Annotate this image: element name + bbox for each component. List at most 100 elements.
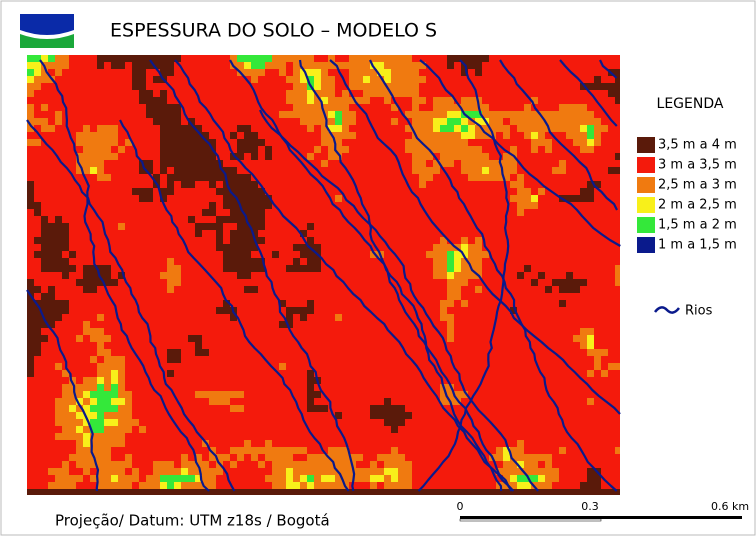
raster-cell: [251, 55, 258, 62]
raster-cell: [223, 398, 230, 405]
raster-cell: [111, 419, 118, 426]
raster-cell: [482, 167, 489, 174]
raster-cell: [69, 398, 76, 405]
raster-cell: [90, 377, 97, 384]
raster-cell: [223, 251, 230, 258]
raster-cell: [97, 328, 104, 335]
raster-cell: [195, 153, 202, 160]
raster-cell: [111, 132, 118, 139]
raster-cell: [307, 454, 314, 461]
raster-cell: [251, 139, 258, 146]
raster-cell: [48, 265, 55, 272]
raster-cell: [258, 237, 265, 244]
raster-cell: [69, 426, 76, 433]
raster-cell: [27, 139, 34, 146]
raster-cell: [188, 153, 195, 160]
raster-cell: [146, 90, 153, 97]
raster-cell: [412, 104, 419, 111]
raster-cell: [118, 146, 125, 153]
raster-cell: [559, 300, 566, 307]
raster-cell: [27, 370, 34, 377]
raster-cell: [209, 482, 216, 489]
raster-cell: [440, 314, 447, 321]
raster-cell: [447, 132, 454, 139]
raster-cell: [615, 167, 620, 174]
raster-cell: [391, 454, 398, 461]
raster-cell: [405, 76, 412, 83]
raster-cell: [342, 97, 349, 104]
raster-cell: [167, 55, 174, 62]
legend-label: 1,5 m a 2 m: [658, 218, 737, 233]
raster-cell: [118, 419, 125, 426]
raster-cell: [118, 433, 125, 440]
raster-cell: [538, 482, 545, 489]
legend-label: 2,5 m a 3 m: [658, 178, 737, 193]
raster-cell: [202, 475, 209, 482]
raster-cell: [27, 314, 34, 321]
raster-cell: [580, 188, 587, 195]
raster-cell: [314, 104, 321, 111]
raster-cell: [531, 454, 538, 461]
raster-cell: [97, 440, 104, 447]
raster-cell: [251, 216, 258, 223]
raster-cell: [419, 160, 426, 167]
raster-cell: [153, 97, 160, 104]
raster-cell: [83, 132, 90, 139]
raster-cell: [188, 132, 195, 139]
raster-cell: [510, 118, 517, 125]
raster-cell: [279, 475, 286, 482]
raster-cell: [90, 167, 97, 174]
legend-swatch: [637, 197, 655, 213]
raster-cell: [370, 76, 377, 83]
raster-cell: [34, 139, 41, 146]
raster-cell: [314, 475, 321, 482]
raster-cell: [377, 454, 384, 461]
raster-cell: [167, 104, 174, 111]
raster-cell: [461, 97, 468, 104]
raster-cell: [587, 195, 594, 202]
raster-cell: [153, 482, 160, 489]
raster-cell: [62, 62, 69, 69]
raster-cell: [447, 118, 454, 125]
raster-cell: [419, 132, 426, 139]
raster-cell: [167, 482, 174, 489]
raster-cell: [615, 153, 620, 160]
raster-cell: [286, 482, 293, 489]
raster-cell: [559, 104, 566, 111]
raster-cell: [349, 69, 356, 76]
raster-cell: [475, 286, 482, 293]
raster-cell: [209, 167, 216, 174]
raster-cell: [41, 216, 48, 223]
raster-cell: [27, 90, 34, 97]
raster-cell: [419, 125, 426, 132]
raster-cell: [48, 237, 55, 244]
raster-cell: [503, 167, 510, 174]
raster-cell: [223, 391, 230, 398]
raster-cell: [216, 188, 223, 195]
raster-cell: [496, 125, 503, 132]
raster-cell: [174, 118, 181, 125]
raster-cell: [412, 146, 419, 153]
raster-cell: [104, 132, 111, 139]
raster-cell: [55, 55, 62, 62]
raster-cell: [286, 314, 293, 321]
raster-cell: [391, 426, 398, 433]
raster-cell: [307, 384, 314, 391]
raster-cell: [531, 132, 538, 139]
raster-cell: [167, 153, 174, 160]
raster-cell: [391, 76, 398, 83]
raster-cell: [587, 482, 594, 489]
raster-cell: [335, 125, 342, 132]
raster-cell: [279, 454, 286, 461]
raster-cell: [244, 286, 251, 293]
raster-cell: [454, 265, 461, 272]
raster-cell: [209, 209, 216, 216]
raster-cell: [55, 69, 62, 76]
raster-cell: [300, 447, 307, 454]
raster-cell: [90, 132, 97, 139]
raster-cell: [307, 104, 314, 111]
raster-cell: [510, 160, 517, 167]
raster-cell: [146, 104, 153, 111]
raster-cell: [587, 118, 594, 125]
raster-cell: [174, 272, 181, 279]
